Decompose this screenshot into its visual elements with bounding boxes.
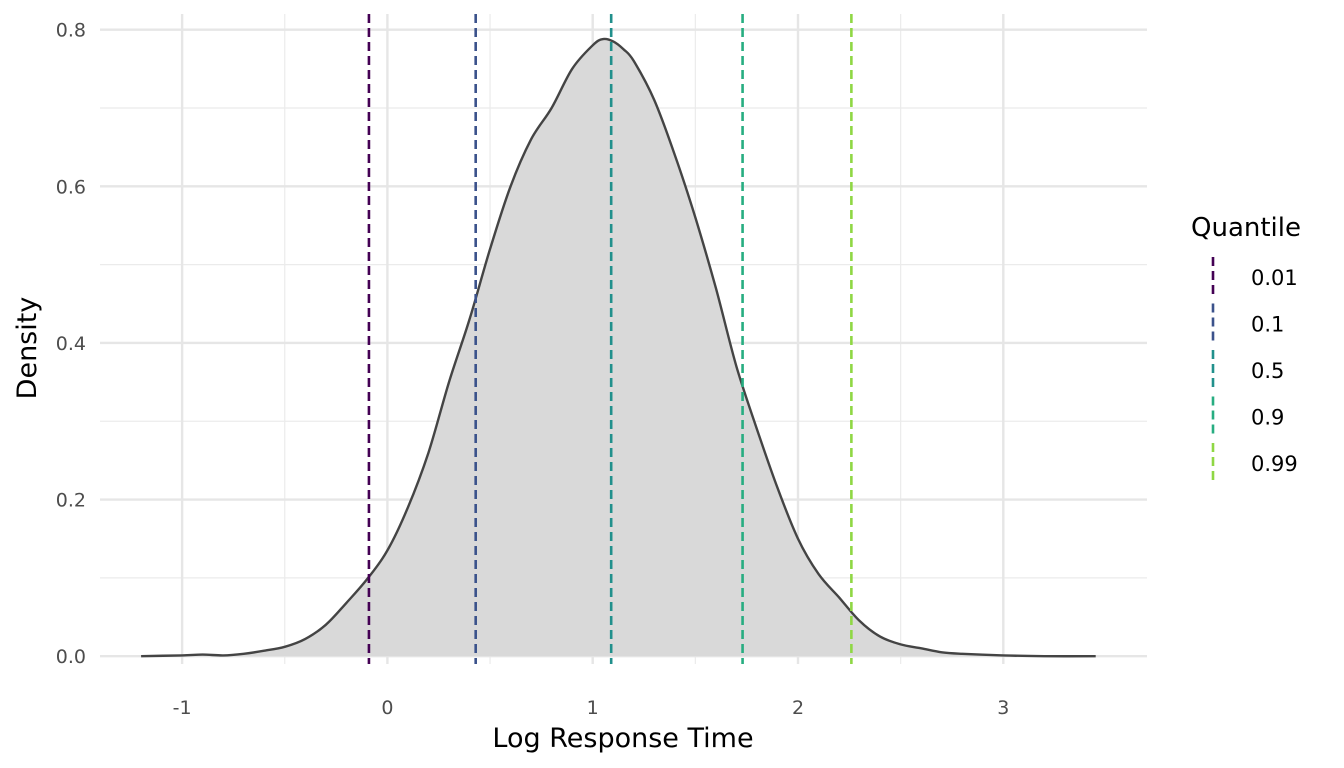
legend: Quantile 0.01 0.1 0.5 0.9 0.99 [1191, 213, 1301, 483]
legend-label-0.5: 0.5 [1251, 359, 1284, 383]
legend-title: Quantile [1191, 213, 1301, 243]
x-tick-label: 3 [997, 697, 1009, 719]
density-curve [141, 37, 1096, 658]
legend-label-0.01: 0.01 [1251, 266, 1298, 290]
y-tick-label: 0.8 [56, 20, 86, 42]
legend-items: 0.01 0.1 0.5 0.9 0.99 [1211, 257, 1298, 483]
legend-label-0.1: 0.1 [1251, 313, 1284, 337]
x-tick-label: 0 [381, 697, 393, 719]
x-tick-label: -1 [173, 697, 192, 719]
quantile-lines [367, 14, 853, 664]
y-tick-label: 0.2 [56, 490, 86, 512]
y-tick-label: 0.6 [56, 176, 86, 198]
x-axis-ticks: -1 0 1 2 3 [173, 697, 1010, 719]
density-area [141, 38, 1096, 657]
y-tick-label: 0.0 [56, 646, 86, 668]
x-tick-label: 2 [792, 697, 804, 719]
x-tick-label: 1 [587, 697, 599, 719]
legend-label-0.99: 0.99 [1251, 452, 1298, 476]
y-axis-ticks: 0.0 0.2 0.4 0.6 0.8 [56, 20, 86, 669]
y-axis-title: Density [12, 297, 43, 400]
x-axis-title: Log Response Time [492, 723, 753, 754]
legend-label-0.9: 0.9 [1251, 406, 1284, 430]
y-tick-label: 0.4 [56, 333, 86, 355]
